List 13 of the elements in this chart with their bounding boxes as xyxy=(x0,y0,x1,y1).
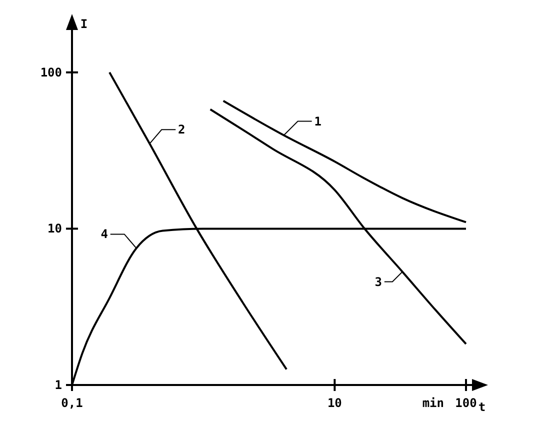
y-axis-title: I xyxy=(80,17,88,31)
x-axis-title: t xyxy=(478,400,486,414)
legend-label: 2 xyxy=(178,122,186,137)
series-label: 3 xyxy=(374,274,382,289)
x-tick-label: 100 xyxy=(455,396,477,410)
y-tick-label: 10 xyxy=(48,222,62,236)
text: min xyxy=(422,396,444,410)
x-tick-label: 10 xyxy=(327,396,342,410)
y-tick-label: 100 xyxy=(40,65,62,80)
legend-label: 1 xyxy=(314,114,322,128)
text: 4 xyxy=(100,227,108,242)
y-tick-label: 1 xyxy=(54,378,62,392)
x-tick-label: 0,1 xyxy=(61,396,83,410)
